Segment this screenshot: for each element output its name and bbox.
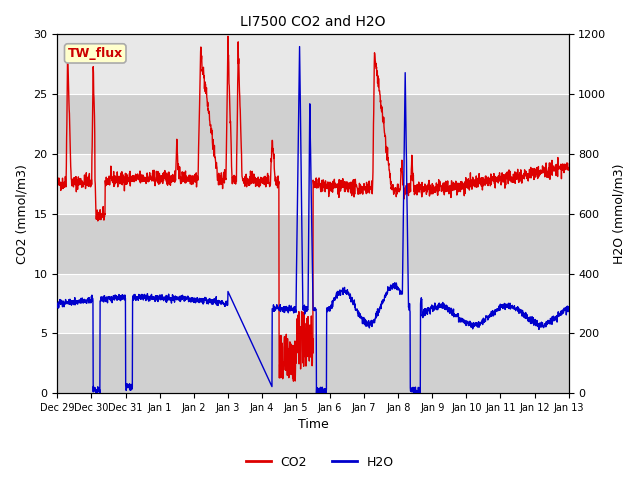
Y-axis label: CO2 (mmol/m3): CO2 (mmol/m3) — [15, 164, 28, 264]
Text: TW_flux: TW_flux — [68, 47, 123, 60]
Bar — [58, 35, 568, 94]
Y-axis label: H2O (mmol/m3): H2O (mmol/m3) — [612, 164, 625, 264]
Bar — [58, 154, 568, 214]
Bar — [58, 214, 568, 274]
Bar — [58, 94, 568, 154]
Bar — [58, 274, 568, 333]
X-axis label: Time: Time — [298, 419, 328, 432]
Title: LI7500 CO2 and H2O: LI7500 CO2 and H2O — [240, 15, 386, 29]
Legend: CO2, H2O: CO2, H2O — [241, 451, 399, 474]
Bar — [58, 333, 568, 393]
